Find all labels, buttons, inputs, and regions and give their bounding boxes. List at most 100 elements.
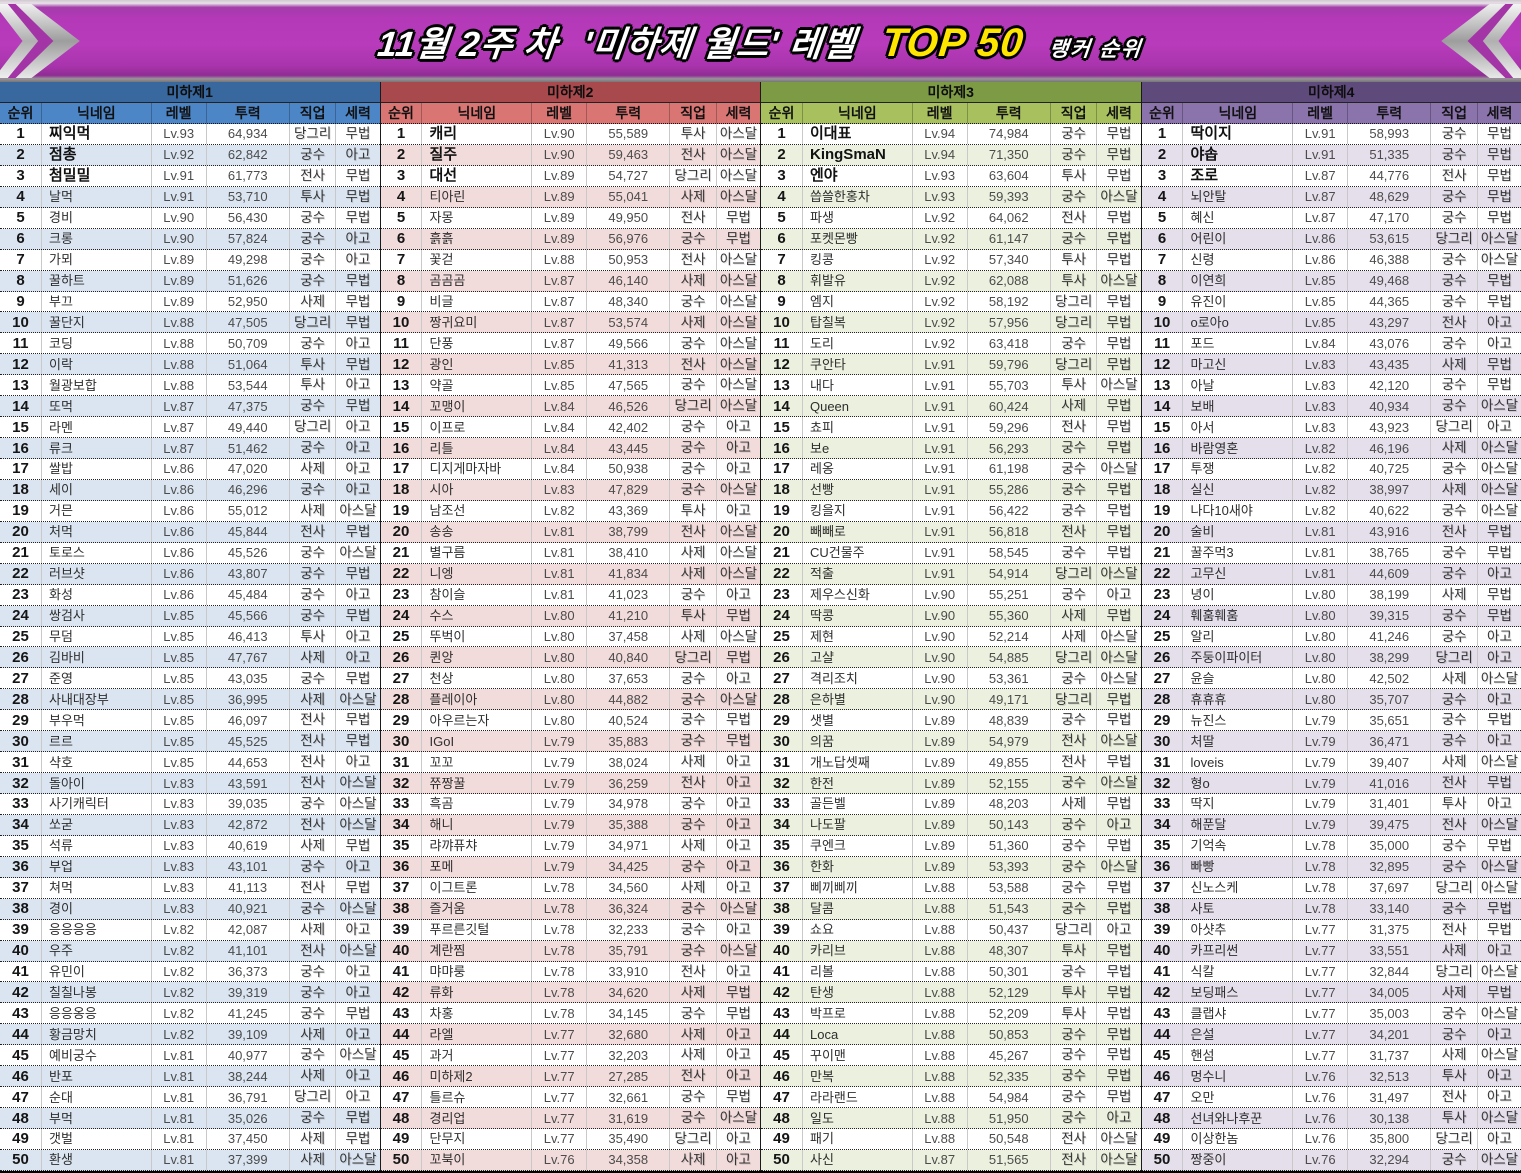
- level-cell: Lv.85: [531, 375, 586, 396]
- nickname-cell: 엔야: [801, 165, 912, 186]
- faction-cell: 아스달: [1096, 856, 1140, 877]
- level-cell: Lv.80: [531, 605, 586, 626]
- job-cell: 사제: [669, 626, 716, 647]
- faction-cell: 무법: [1476, 124, 1521, 144]
- level-cell: Lv.82: [150, 961, 206, 982]
- rank-cell: 41: [773, 962, 790, 980]
- job-cell: 궁수: [1049, 1066, 1097, 1087]
- nickname-cell: 골든벨: [801, 794, 912, 814]
- nickname-cell: 핸섬: [1182, 1045, 1292, 1066]
- nickname-cell: 딱지: [1182, 794, 1292, 814]
- job-cell: 궁수: [288, 207, 336, 228]
- rank-cell: 47: [392, 1088, 410, 1106]
- rank-cell: 1: [1157, 125, 1167, 143]
- job-cell: 궁수: [669, 689, 716, 710]
- faction-cell: 아고: [1096, 814, 1140, 835]
- faction-cell: 아스달: [1476, 479, 1521, 500]
- table-row: 20 빼빼로 Lv.91 56,818 전사 무법: [761, 521, 1141, 543]
- table-row: 21 토로스 Lv.86 45,526 궁수 아스달: [0, 542, 380, 564]
- nickname-cell: 칠칠나봉: [40, 982, 151, 1003]
- faction-cell: 아스달: [715, 898, 760, 919]
- nickname-cell: 쌍검사: [40, 605, 151, 626]
- power-cell: 40,934: [1347, 396, 1430, 417]
- rank-cell: 14: [1153, 397, 1171, 415]
- table-row: 43 차홍 Lv.78 34,145 궁수 무법: [380, 1003, 760, 1025]
- power-cell: 48,629: [1347, 186, 1430, 207]
- table-row: 25 뚜벅이 Lv.80 37,458 사제 아스달: [380, 626, 760, 648]
- table-row: 20 술비 Lv.81 43,916 전사 무법: [1141, 521, 1521, 543]
- job-cell: 투사: [1049, 165, 1097, 186]
- nickname-cell: 부끄: [40, 291, 151, 312]
- nickname-cell: 선빵: [801, 479, 912, 500]
- job-cell: 궁수: [288, 144, 336, 165]
- level-cell: Lv.80: [531, 710, 586, 731]
- level-cell: Lv.86: [1292, 249, 1347, 270]
- table-row: 27 격리조치 Lv.90 53,361 궁수 아스달: [761, 668, 1141, 690]
- rank-cell: 13: [12, 376, 29, 394]
- column-header-faction: 세력: [1096, 103, 1140, 123]
- nickname-cell: 딱콩: [801, 605, 912, 626]
- power-cell: 48,203: [966, 794, 1050, 814]
- level-cell: Lv.90: [150, 207, 206, 228]
- level-cell: Lv.81: [1292, 521, 1347, 542]
- nickname-cell: 의꿈: [801, 731, 912, 752]
- job-cell: 사제: [669, 877, 716, 898]
- nickname-cell: 어린이: [1182, 228, 1292, 249]
- nickname-cell: loveis: [1182, 752, 1292, 773]
- job-cell: 궁수: [288, 982, 336, 1003]
- rank-cell: 50: [1153, 1151, 1171, 1169]
- table-row: 3 조로 Lv.87 44,776 전사 무법: [1141, 165, 1521, 187]
- rank-cell: 24: [773, 607, 790, 625]
- nickname-cell: 짱귀요미: [421, 312, 531, 333]
- faction-cell: 무법: [335, 835, 379, 856]
- job-cell: 궁수: [1430, 835, 1477, 856]
- job-cell: 사제: [288, 647, 336, 668]
- faction-cell: 아고: [335, 1024, 379, 1045]
- power-cell: 52,335: [966, 1066, 1050, 1087]
- faction-cell: 아스달: [1476, 961, 1521, 982]
- faction-cell: 무법: [1476, 521, 1521, 542]
- nickname-cell: 갯벌: [40, 1129, 151, 1149]
- power-cell: 57,824: [205, 228, 289, 249]
- power-cell: 54,914: [966, 563, 1050, 584]
- power-cell: 47,170: [1347, 207, 1430, 228]
- job-cell: 궁수: [1430, 291, 1477, 312]
- job-cell: 궁수: [1049, 479, 1097, 500]
- power-cell: 64,934: [205, 124, 289, 144]
- job-cell: 궁수: [1430, 898, 1477, 919]
- faction-cell: 아고: [1476, 563, 1521, 584]
- table-row: 12 마고신 Lv.83 43,435 사제 무법: [1141, 354, 1521, 376]
- job-cell: 궁수: [669, 291, 716, 312]
- rank-cell: 21: [773, 544, 790, 562]
- power-cell: 49,440: [205, 417, 289, 438]
- nickname-cell: 식칼: [1182, 961, 1292, 982]
- power-cell: 36,373: [205, 961, 289, 982]
- level-cell: Lv.82: [1292, 500, 1347, 521]
- power-cell: 33,140: [1347, 898, 1430, 919]
- level-cell: Lv.87: [150, 417, 206, 438]
- power-cell: 55,251: [966, 584, 1050, 605]
- faction-cell: 아고: [715, 584, 760, 605]
- faction-cell: 아고: [335, 249, 379, 270]
- nickname-cell: 뚜벅이: [421, 626, 531, 647]
- table-row: 29 아우르는자 Lv.80 40,524 궁수 무법: [380, 710, 760, 732]
- faction-cell: 아고: [715, 835, 760, 856]
- rank-cell: 4: [16, 188, 25, 206]
- job-cell: 사제: [288, 1129, 336, 1149]
- nickname-cell: 경비: [40, 207, 151, 228]
- nickname-cell: 코딩: [40, 333, 151, 354]
- rank-cell: 18: [12, 481, 29, 499]
- table-row: 44 황금망치 Lv.82 39,109 사제 아고: [0, 1024, 380, 1046]
- faction-cell: 아스달: [715, 124, 760, 144]
- faction-cell: 무법: [1096, 417, 1140, 438]
- level-cell: Lv.94: [911, 124, 967, 144]
- level-cell: Lv.88: [911, 961, 967, 982]
- power-cell: 46,097: [205, 710, 289, 731]
- faction-cell: 아스달: [715, 479, 760, 500]
- table-row: 28 사내대장부 Lv.85 36,995 사제 아스달: [0, 689, 380, 711]
- table-row: 48 부먹 Lv.81 35,026 궁수 무법: [0, 1108, 380, 1129]
- table-row: 39 쇼요 Lv.88 50,437 당그리 아고: [761, 919, 1141, 941]
- rank-cell: 6: [16, 230, 25, 248]
- level-cell: Lv.90: [911, 689, 967, 710]
- faction-cell: 아고: [335, 626, 379, 647]
